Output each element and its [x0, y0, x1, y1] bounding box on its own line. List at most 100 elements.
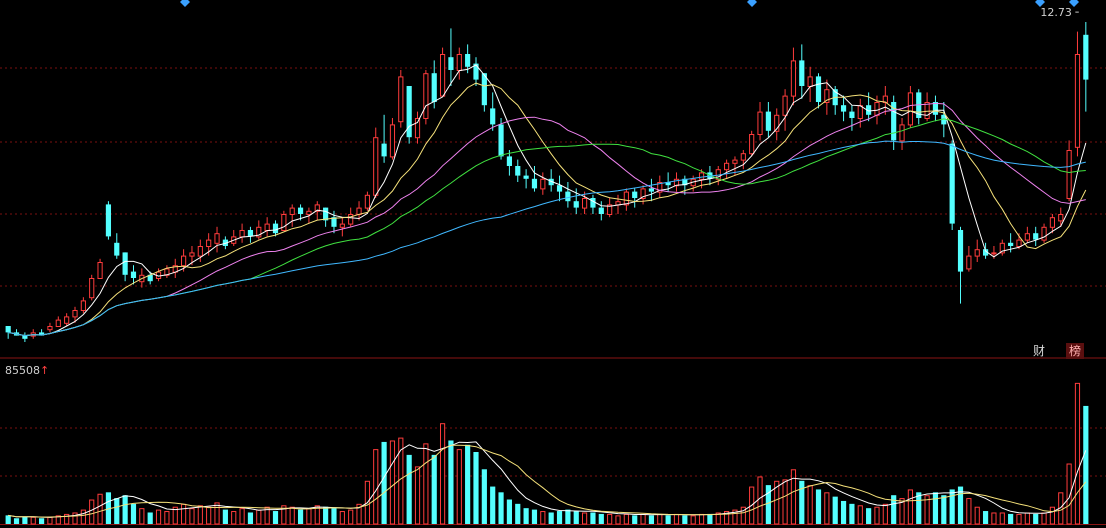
volume-bar-73 — [615, 515, 621, 525]
candle-body-121 — [1016, 239, 1022, 248]
candle-body-128 — [1074, 54, 1081, 148]
volume-bar-19 — [164, 511, 170, 525]
candle-body-40 — [339, 223, 345, 228]
volume-bar-121 — [1016, 513, 1022, 525]
candle-body-36 — [306, 210, 312, 216]
candle-body-58 — [490, 108, 496, 125]
volume-bar-86 — [724, 511, 730, 525]
candle-body-76 — [640, 188, 646, 199]
volume-bar-6 — [55, 515, 61, 525]
volume-bar-124 — [1041, 512, 1047, 525]
volume-bar-34 — [289, 506, 295, 525]
finance-badge-button[interactable]: 财 — [1032, 344, 1045, 358]
candle-body-46 — [389, 124, 396, 158]
volume-bar-107 — [899, 498, 905, 525]
volume-bar-66 — [556, 511, 563, 524]
volume-bar-95 — [799, 480, 805, 524]
volume-bar-100 — [840, 500, 847, 524]
volume-bar-75 — [632, 515, 638, 524]
volume-bar-44 — [373, 449, 379, 525]
volume-moving-averages — [8, 441, 1087, 518]
volume-max-label: 85508↑ — [5, 364, 49, 377]
volume-bar-51 — [431, 454, 437, 524]
volume-bar-56 — [473, 452, 479, 524]
candle-body-115 — [966, 255, 972, 270]
candle-body-126 — [1058, 214, 1064, 222]
volume-bar-4 — [39, 518, 45, 524]
candle-body-5 — [47, 326, 53, 331]
event-marker-icon-1 — [747, 0, 757, 7]
volume-bar-90 — [757, 476, 763, 525]
volume-bar-45 — [381, 441, 387, 524]
candle-body-129 — [1083, 34, 1089, 80]
candle-body-113 — [949, 143, 955, 224]
candle-body-25 — [214, 233, 220, 244]
ma5-line — [8, 64, 1087, 337]
ranking-badge-button[interactable]: 榜 — [1066, 343, 1084, 359]
volume-bar-17 — [147, 512, 153, 524]
candle-body-120 — [1008, 242, 1014, 246]
volume-bar-91 — [765, 485, 771, 524]
candle-body-70 — [590, 198, 596, 208]
volume-bar-47 — [398, 437, 404, 525]
max-price-pointer-icon: ╴ — [1071, 6, 1082, 19]
volume-bar-128 — [1074, 382, 1081, 525]
up-arrow-icon: ↑ — [40, 364, 50, 377]
volume-bar-57 — [481, 469, 487, 524]
candle-body-106 — [891, 102, 897, 141]
candle-body-57 — [481, 73, 487, 106]
volume-bar-119 — [999, 512, 1005, 525]
ma20-line — [8, 102, 1086, 337]
candle-body-69 — [582, 198, 588, 209]
volume-bar-42 — [356, 503, 362, 525]
candle-body-47 — [398, 76, 404, 123]
volume-bar-88 — [740, 506, 746, 525]
ma10-line — [8, 82, 1087, 337]
candle-body-92 — [774, 114, 780, 132]
volume-bar-76 — [640, 513, 646, 525]
volume-bar-83 — [698, 513, 705, 525]
volume-bar-116 — [974, 506, 980, 525]
candle-body-74 — [623, 191, 629, 206]
volume-bar-15 — [130, 503, 137, 524]
volume-bar-93 — [782, 479, 788, 525]
candle-body-87 — [732, 159, 738, 164]
volume-bar-8 — [72, 512, 78, 525]
volume-bar-87 — [732, 509, 738, 525]
volume-bar-84 — [707, 513, 713, 524]
candle-body-6 — [55, 319, 61, 328]
volume-bar-85 — [715, 512, 721, 525]
volume-bar-98 — [824, 492, 830, 525]
candle-body-124 — [1041, 226, 1047, 241]
volume-bar-20 — [172, 506, 178, 525]
candle-body-108 — [907, 92, 913, 126]
candle-body-24 — [206, 239, 212, 248]
candle-body-90 — [757, 111, 763, 135]
candle-body-68 — [573, 201, 579, 208]
candle-body-63 — [531, 178, 538, 189]
volume-bar-1 — [13, 518, 20, 524]
volume-bar-28 — [239, 508, 245, 525]
volume-bar-110 — [924, 495, 930, 525]
candle-body-49 — [414, 118, 421, 139]
candle-body-31 — [264, 223, 270, 232]
volume-bar-109 — [916, 492, 922, 524]
volume-bar-81 — [682, 515, 688, 524]
candle-body-62 — [523, 175, 529, 179]
volume-bar-68 — [573, 511, 579, 524]
volume-bar-22 — [189, 508, 195, 525]
max-price-label: 12.73 ╴ — [1040, 6, 1082, 19]
candle-body-118 — [991, 252, 997, 255]
volume-bar-61 — [515, 503, 521, 524]
volume-bar-125 — [1049, 506, 1055, 525]
candle-body-123 — [1033, 233, 1039, 240]
candle-body-30 — [256, 226, 262, 238]
candle-body-89 — [749, 134, 755, 155]
volume-bar-67 — [565, 509, 571, 524]
top-markers — [180, 0, 1079, 7]
candle-body-15 — [130, 271, 137, 278]
candle-body-101 — [849, 111, 855, 118]
volume-max-value: 85508 — [5, 364, 40, 377]
candle-body-59 — [498, 124, 504, 157]
